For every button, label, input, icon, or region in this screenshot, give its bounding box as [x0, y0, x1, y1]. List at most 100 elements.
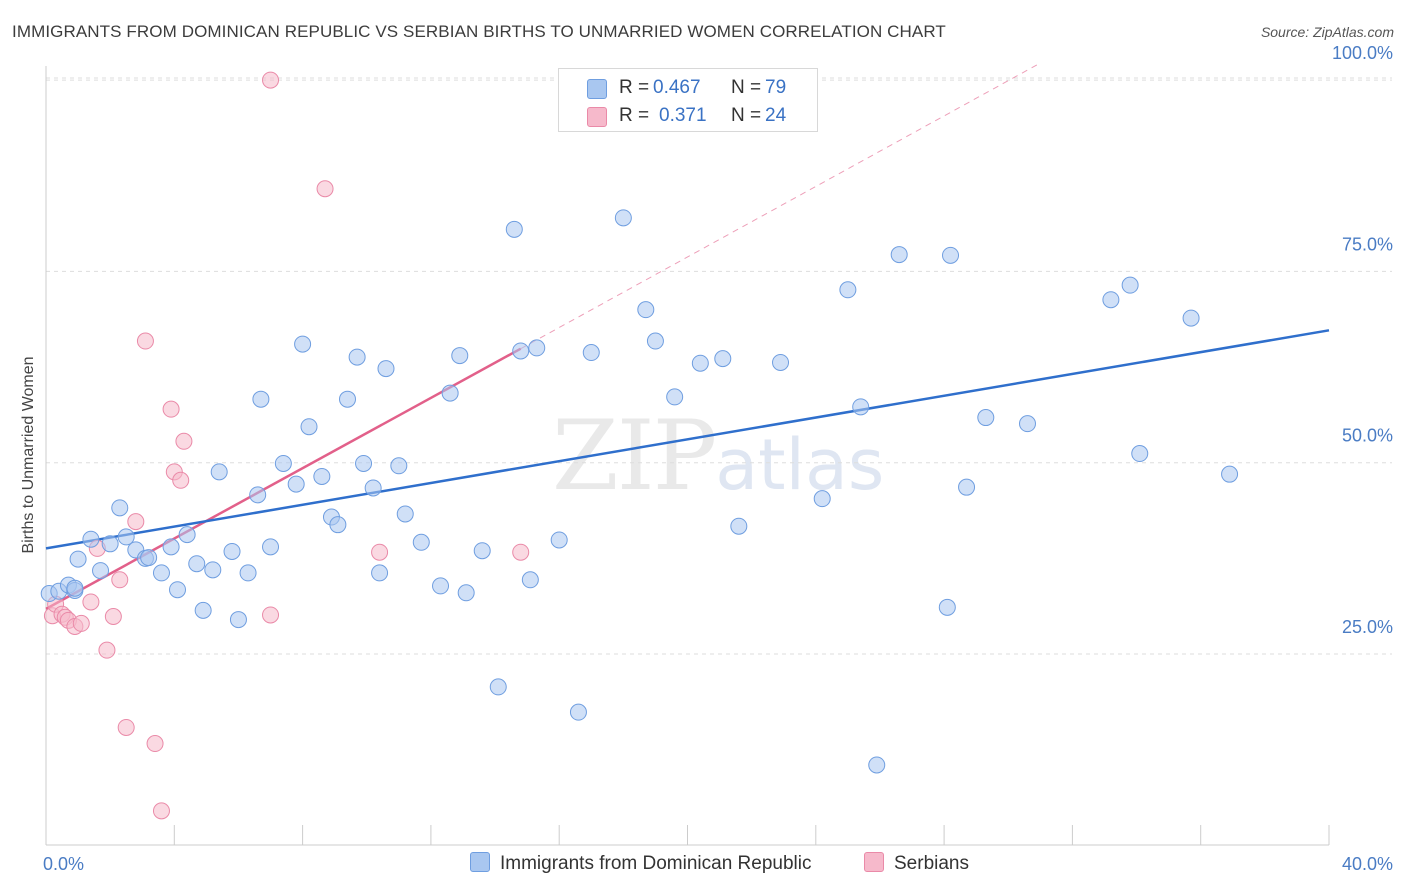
- point-dominican: [432, 577, 450, 595]
- point-dominican: [1221, 465, 1239, 483]
- axis-labels: 25.0% 50.0% 75.0% 100.0% 0.0% 40.0% Births to …: [20, 43, 1393, 874]
- point-dominican: [489, 678, 507, 696]
- point-dominican: [355, 454, 373, 472]
- point-serbians: [117, 718, 135, 736]
- point-dominican: [287, 475, 305, 493]
- point-dominican: [210, 463, 228, 481]
- point-dominican: [188, 555, 206, 573]
- point-serbians: [111, 571, 129, 589]
- point-dominican: [249, 486, 267, 504]
- point-serbians: [262, 71, 280, 89]
- legend-r-label: R =: [619, 77, 650, 98]
- point-dominican: [162, 538, 180, 556]
- source-label: Source: ZipAtlas.com: [1260, 24, 1394, 40]
- point-dominican: [339, 390, 357, 408]
- point-dominican: [868, 756, 886, 774]
- point-serbians: [146, 735, 164, 753]
- legend-n-value: 79: [765, 77, 787, 98]
- legend-item-serbians[interactable]: Serbians: [864, 852, 969, 875]
- trend-lines: [45, 64, 1330, 610]
- point-serbians: [371, 543, 389, 561]
- point-dominican: [441, 384, 459, 402]
- point-dominican: [528, 339, 546, 357]
- point-dominican: [262, 538, 280, 556]
- point-dominican: [223, 542, 241, 560]
- point-dominican: [958, 478, 976, 496]
- point-dominican: [300, 418, 318, 436]
- point-dominican: [1182, 309, 1200, 327]
- y-tick-label: 50.0%: [1342, 426, 1393, 446]
- legend-r-label: R =: [619, 105, 650, 126]
- legend-swatch-blue: [470, 852, 490, 872]
- point-dominican: [852, 398, 870, 416]
- point-dominican: [457, 584, 475, 602]
- point-dominican: [646, 332, 664, 350]
- legend-label-dominican: Immigrants from Dominican Republic: [500, 853, 812, 874]
- watermark: ZIPatlas: [552, 400, 884, 512]
- point-dominican: [569, 703, 587, 721]
- point-dominican: [294, 335, 312, 353]
- point-dominican: [550, 531, 568, 549]
- point-serbians: [136, 332, 154, 350]
- point-dominican: [252, 390, 270, 408]
- legend-item-dominican[interactable]: Immigrants from Dominican Republic: [470, 852, 812, 875]
- point-dominican: [396, 505, 414, 523]
- legend-n-label: N =: [731, 105, 762, 126]
- legend-swatch-blue: [587, 79, 607, 99]
- point-serbians: [104, 608, 122, 626]
- point-dominican: [1102, 291, 1120, 309]
- point-dominican: [691, 354, 709, 372]
- point-dominican: [371, 564, 389, 582]
- legend-swatch-pink: [864, 852, 884, 872]
- point-serbians: [162, 400, 180, 418]
- point-dominican: [1018, 415, 1036, 433]
- point-serbians: [98, 641, 116, 659]
- point-serbians: [512, 543, 530, 561]
- y-tick-label: 75.0%: [1342, 234, 1393, 254]
- trend-serbians: [45, 347, 522, 610]
- legend-r-value: 0.371: [659, 105, 707, 126]
- point-serbians: [127, 513, 145, 531]
- point-dominican: [82, 530, 100, 548]
- point-dominican: [412, 533, 430, 551]
- point-dominican: [1131, 445, 1149, 463]
- x-tick-label: 40.0%: [1342, 854, 1393, 874]
- point-dominican: [101, 535, 119, 553]
- point-dominican: [66, 579, 84, 597]
- point-dominican: [582, 344, 600, 362]
- point-dominican: [512, 342, 530, 360]
- point-dominican: [194, 601, 212, 619]
- legend-r-value: 0.467: [653, 77, 701, 98]
- point-dominican: [239, 564, 257, 582]
- point-dominican: [178, 526, 196, 544]
- point-dominican: [152, 564, 170, 582]
- point-dominican: [890, 246, 908, 264]
- point-dominican: [977, 409, 995, 427]
- y-tick-label: 25.0%: [1342, 617, 1393, 637]
- point-dominican: [140, 549, 158, 567]
- point-dominican: [839, 281, 857, 299]
- point-dominican: [390, 457, 408, 475]
- point-dominican: [505, 220, 523, 238]
- watermark-zip: ZIP: [552, 400, 717, 512]
- point-dominican: [117, 528, 135, 546]
- data-points: [40, 71, 1239, 820]
- point-dominican: [637, 301, 655, 319]
- legend-swatch-pink: [587, 107, 607, 127]
- point-serbians: [175, 432, 193, 450]
- point-dominican: [348, 348, 366, 366]
- axes: [45, 66, 1330, 846]
- x-tick-label: 0.0%: [43, 854, 84, 874]
- trend-dominican: [45, 329, 1330, 550]
- point-dominican: [614, 209, 632, 227]
- watermark-atlas: atlas: [715, 424, 885, 506]
- point-dominican: [111, 499, 129, 517]
- point-dominican: [69, 550, 87, 568]
- point-serbians: [316, 180, 334, 198]
- point-dominican: [92, 562, 110, 580]
- point-dominican: [204, 561, 222, 579]
- point-dominican: [714, 350, 732, 368]
- point-dominican: [451, 347, 469, 365]
- point-serbians: [172, 471, 190, 489]
